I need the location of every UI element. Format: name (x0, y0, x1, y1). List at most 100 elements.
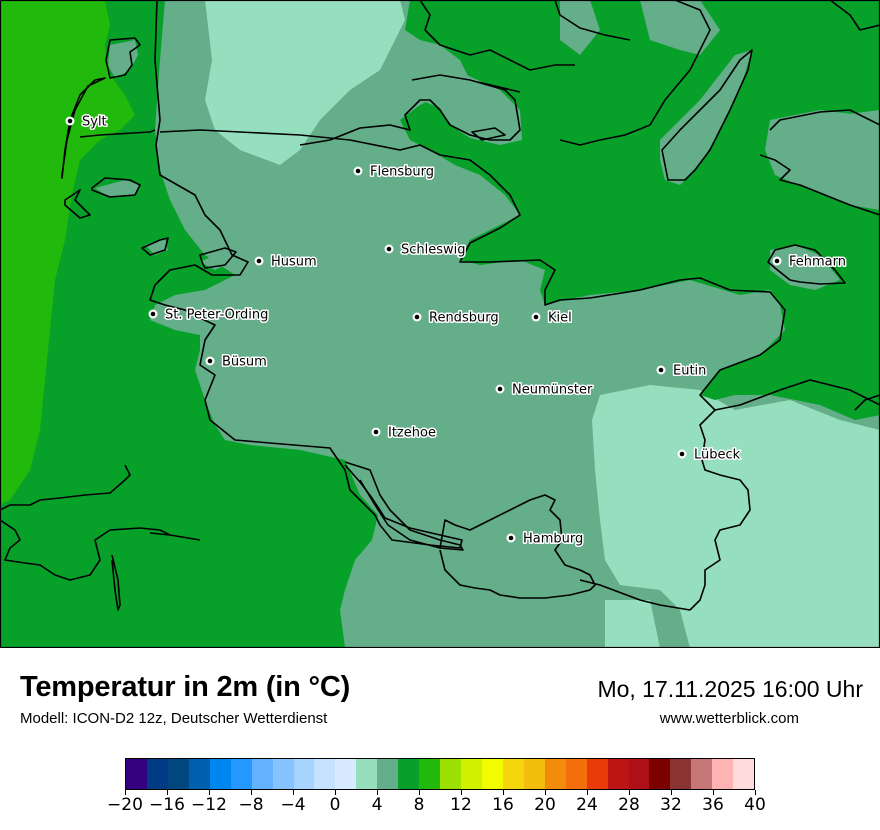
colorbar-tick-label: −20 (107, 795, 143, 815)
colorbar-cell (335, 759, 357, 789)
zone-8-10 (0, 0, 135, 505)
city-markers: Sylt Flensburg Schleswig Husum Fehmarn St. Pe… (65, 113, 848, 548)
colorbar-cell (586, 759, 608, 789)
colorbar-cell (440, 759, 461, 789)
colorbar-tick-label: −12 (191, 795, 227, 815)
chart-title: Temperatur in 2m (in °C) (20, 671, 351, 703)
city-label: Eutin (673, 364, 706, 379)
colorbar-tick-label: −4 (280, 795, 306, 815)
colorbar-cell (146, 759, 168, 789)
colorbar-cell (230, 759, 252, 789)
city-marker: St. Peter-Ording (148, 306, 270, 324)
colorbar-tick-label: −16 (149, 795, 185, 815)
city-marker: Neumünster (495, 381, 594, 399)
colorbar-tick (334, 790, 336, 795)
colorbar-tick (502, 790, 504, 795)
colorbar-cell (188, 759, 210, 789)
colorbar-tick (250, 790, 252, 795)
colorbar-tick (670, 790, 672, 795)
colorbar-cell (126, 759, 147, 789)
colorbar-tick (586, 790, 588, 795)
colorbar-tick-label: 0 (329, 795, 341, 815)
city-label: Sylt (82, 115, 107, 130)
temperature-map: Sylt Flensburg Schleswig Husum Fehmarn St. Pe… (0, 0, 880, 648)
zone-6-8 (0, 0, 880, 648)
colorbar-cell (251, 759, 273, 789)
colorbar-tick (754, 790, 756, 795)
city-marker: Schleswig (384, 241, 467, 259)
colorbar-cell (481, 759, 503, 789)
city-label: Rendsburg (429, 311, 499, 326)
colorbar-tick-label: 12 (450, 795, 472, 815)
colorbar-tick-label: 4 (371, 795, 383, 815)
colorbar-tick (292, 790, 294, 795)
colorbar-cell (523, 759, 545, 789)
colorbar-cell (649, 759, 671, 789)
colorbar-cell (419, 759, 441, 789)
colorbar-cell (544, 759, 566, 789)
colorbar-tick (208, 790, 210, 795)
city-marker: Sylt (65, 113, 108, 131)
colorbar-cell (628, 759, 650, 789)
city-label: Lübeck (694, 448, 741, 463)
city-label: Schleswig (401, 243, 466, 258)
coastlines (0, 0, 880, 611)
colorbar-tick (124, 790, 126, 795)
city-label: Itzehoe (388, 426, 436, 441)
colorbar-cell (502, 759, 524, 789)
colorbar-cell (377, 759, 399, 789)
colorbar-tick-label: 24 (576, 795, 598, 815)
colorbar-cell (565, 759, 587, 789)
city-marker: Rendsburg (412, 309, 500, 327)
city-label: Büsum (222, 355, 267, 370)
colorbar-cell (670, 759, 692, 789)
colorbar-tick (166, 790, 168, 795)
colorbar-tick (376, 790, 378, 795)
city-label: Fehmarn (789, 255, 846, 270)
city-marker: Flensburg (353, 163, 435, 181)
city-label: Flensburg (370, 165, 434, 180)
colorbar-tick (544, 790, 546, 795)
city-marker: Itzehoe (371, 424, 437, 442)
city-marker: Büsum (205, 353, 268, 371)
colorbar-cell (314, 759, 336, 789)
colorbar-cell (733, 759, 755, 789)
colorbar-cell (167, 759, 189, 789)
city-label: Husum (271, 255, 317, 270)
colorbar-tick (628, 790, 630, 795)
colorbar-tick (418, 790, 420, 795)
colorbar-tick-label: −8 (238, 795, 264, 815)
temperature-colorbar (125, 758, 755, 790)
valid-datetime: Mo, 17.11.2025 16:00 Uhr (597, 676, 863, 702)
city-marker: Lübeck (677, 446, 742, 464)
city-marker: Fehmarn (772, 253, 848, 271)
city-marker: Kiel (531, 309, 573, 327)
colorbar-tick-label: 16 (492, 795, 514, 815)
city-label: St. Peter-Ording (165, 308, 268, 323)
colorbar-cell (398, 759, 420, 789)
colorbar-cell (461, 759, 482, 789)
city-marker: Eutin (656, 362, 708, 380)
city-label: Kiel (548, 311, 572, 326)
colorbar-tick-label: 20 (534, 795, 556, 815)
colorbar-cell (272, 759, 294, 789)
colorbar-cell (209, 759, 231, 789)
colorbar-tick-label: 32 (660, 795, 682, 815)
colorbar-cell (293, 759, 315, 789)
colorbar-tick-label: 28 (618, 795, 640, 815)
model-subtitle: Modell: ICON-D2 12z, Deutscher Wetterdie… (20, 710, 328, 727)
islands-land (412, 0, 880, 290)
city-label: Hamburg (523, 532, 583, 547)
colorbar-cell (712, 759, 734, 789)
city-marker: Husum (254, 253, 318, 271)
colorbar-cell (607, 759, 629, 789)
colorbar-cell (356, 759, 378, 789)
colorbar-tick (712, 790, 714, 795)
colorbar-cell (691, 759, 713, 789)
colorbar-tick-label: 40 (744, 795, 766, 815)
website-link[interactable]: www.wetterblick.com (659, 710, 799, 727)
colorbar-tick-label: 36 (702, 795, 724, 815)
colorbar-ticks: −20 −16 −12 −8 −4 0 4 8 12 16 20 24 28 32 36 40 (107, 790, 766, 830)
colorbar-tick (460, 790, 462, 795)
colorbar-tick-label: 8 (413, 795, 425, 815)
